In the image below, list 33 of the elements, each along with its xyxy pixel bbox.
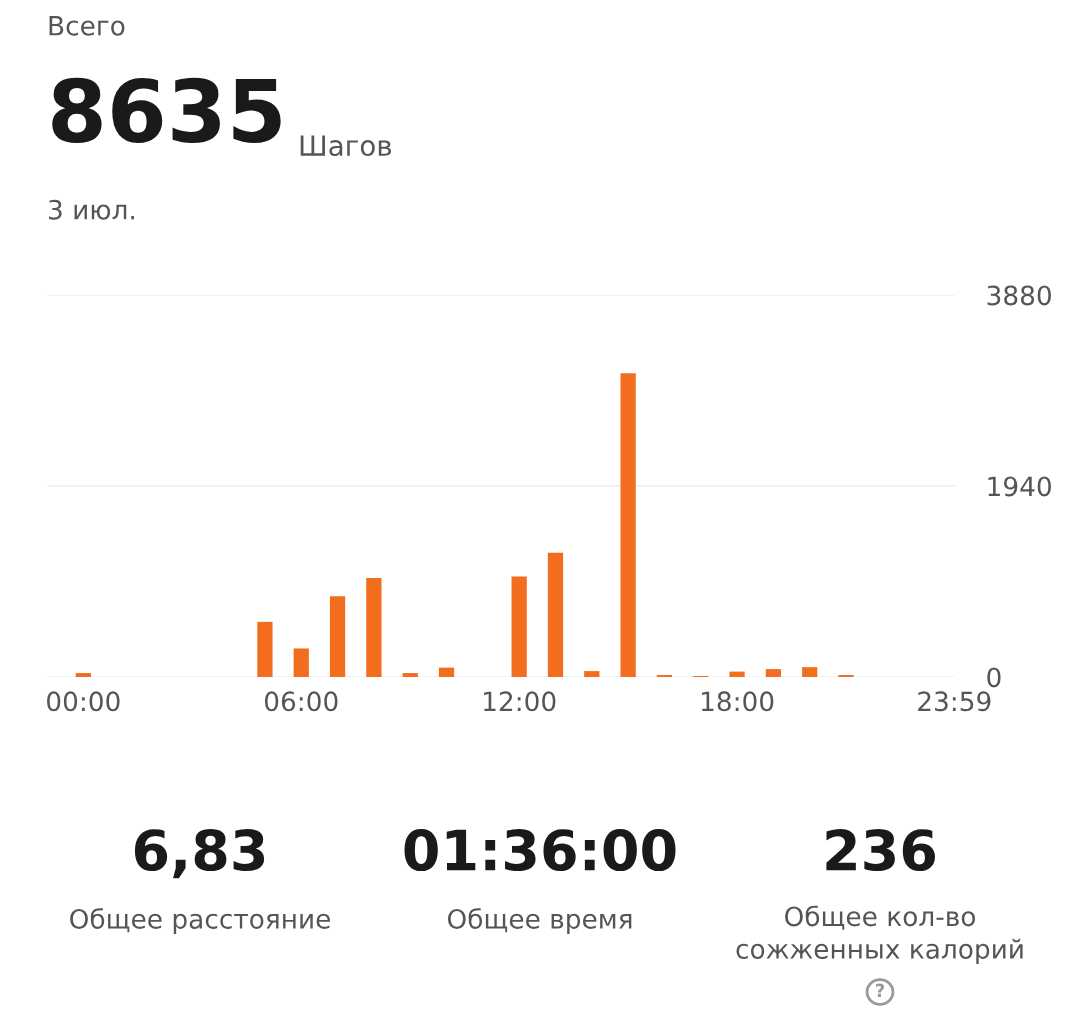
x-tick-label: 18:00 [701,691,774,712]
bar [366,578,382,677]
bar [765,669,782,677]
y-tick-label: 0 [987,667,1001,688]
bar [729,671,745,677]
bar [802,667,818,677]
text: Общее кол-во сожженных калорий [736,905,1023,965]
y-tick-label: 1940 [988,476,1051,497]
text: Шагов [300,135,392,157]
text: 01:36:00 [404,829,676,872]
bar [75,673,91,677]
x-tick-label: 12:00 [484,691,556,712]
bar [293,648,309,677]
text: 236 [826,829,935,872]
y-tick-label: 3880 [987,285,1051,306]
x-tick-label: 00:00 [47,691,120,712]
text: 8635 [52,77,281,143]
text: Общее расстояние [70,908,330,934]
x-tick-label: 23:59 [918,691,991,712]
bar [257,621,273,677]
bar [620,373,636,677]
chart-subtitle: 3 июл. [49,199,134,220]
bar [438,667,455,677]
text: Общее время [447,908,632,934]
bar [402,673,418,677]
text: ? [876,983,885,997]
bar [584,671,600,677]
chart-title: Всего [49,16,125,36]
x-tick-label: 06:00 [264,691,338,712]
text: 6,83 [134,829,265,879]
bar [511,576,527,677]
bar [329,596,346,677]
bar [547,552,564,677]
